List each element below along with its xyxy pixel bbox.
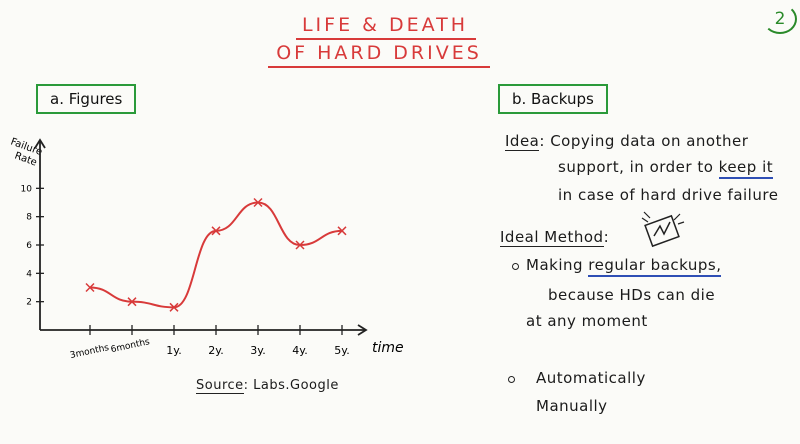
- chart-series-line: [89, 201, 343, 309]
- method-colon: :: [603, 228, 610, 246]
- method-label: Ideal Method: [500, 228, 604, 247]
- title-underline-2: [268, 66, 490, 68]
- source-value: : Labs.Google: [243, 378, 339, 393]
- title-underline-1: [296, 38, 476, 40]
- bullet-1-line-3: at any moment: [526, 312, 648, 330]
- page-title-line1: LIFE & DEATH: [301, 14, 469, 36]
- y-tick-label: 4: [26, 269, 32, 279]
- idea-line-1: Idea: Copying data on another: [505, 132, 749, 151]
- x-tick-label: 5y.: [334, 344, 349, 357]
- x-tick-label: 2y.: [208, 344, 223, 357]
- x-tick-label: 1y.: [166, 344, 181, 357]
- data-point: [253, 197, 263, 208]
- bullet-2-line-2: Manually: [536, 397, 608, 415]
- page-title-line2: OF HARD DRIVES: [276, 42, 482, 64]
- data-point: [337, 226, 347, 236]
- idea-line-3: in case of hard drive failure: [558, 186, 779, 204]
- data-point: [295, 240, 305, 250]
- hard-drive-doodle-icon: [641, 211, 685, 248]
- y-tick-label: 8: [26, 213, 32, 223]
- bullet-1-marker: [512, 263, 519, 270]
- bullet-2-line-1: Automatically: [536, 369, 646, 387]
- method-line: Ideal Method:: [500, 228, 610, 247]
- y-tick-label: 2: [26, 298, 32, 308]
- figures-heading: a. Figures: [36, 84, 137, 114]
- x-tick-label: 4y.: [292, 344, 307, 357]
- y-tick-label: 10: [21, 184, 33, 194]
- bullet-1-line-2: because HDs can die: [548, 286, 716, 304]
- x-tick-label: 3y.: [250, 344, 265, 357]
- backups-heading: b. Backups: [498, 84, 608, 114]
- chart-points: [85, 197, 347, 312]
- idea-label: Idea: [505, 132, 540, 151]
- bullet-2-marker: [508, 376, 515, 383]
- idea-text-keep: keep it: [718, 158, 774, 179]
- bullet-1-text-a: Making: [526, 256, 589, 274]
- chart-y-ticks: 2 4 6 8 10: [21, 184, 44, 308]
- idea-line-2: support, in order to keep it: [558, 158, 774, 179]
- y-axis-arrow: [34, 138, 46, 149]
- chart-xlabel: time: [372, 340, 404, 356]
- idea-text-2a: support, in order to: [558, 158, 719, 176]
- data-point: [169, 302, 179, 312]
- bullet-1-line-1: Making regular backups,: [526, 256, 722, 277]
- data-point: [211, 226, 221, 236]
- y-tick-label: 6: [26, 241, 32, 251]
- x-tick-label: 3months: [69, 343, 110, 361]
- source-label: Source: [196, 378, 244, 394]
- chart-axes: [34, 138, 368, 336]
- x-tick-label: 6months: [110, 337, 151, 355]
- page-number: 2: [763, 4, 797, 34]
- data-point: [85, 282, 95, 293]
- chart-source: Source: Labs.Google: [196, 378, 339, 394]
- x-axis-arrow: [357, 324, 368, 336]
- data-point: [127, 297, 137, 307]
- bullet-1-text-regular: regular backups,: [588, 256, 722, 277]
- idea-text-1: : Copying data on another: [539, 132, 749, 150]
